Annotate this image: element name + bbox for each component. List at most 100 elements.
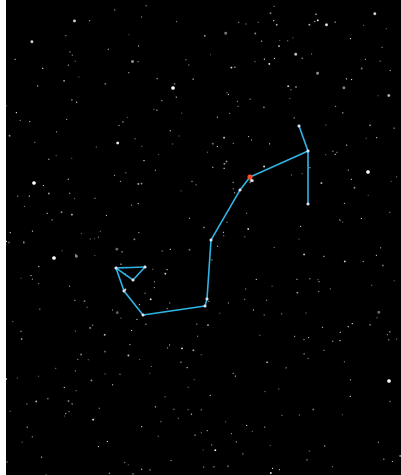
background-star [170,460,172,462]
background-star [266,361,269,364]
background-star [98,407,100,409]
background-star [296,278,298,280]
background-star [169,302,171,304]
background-star [128,34,130,36]
background-star [307,337,310,339]
background-star [75,254,78,258]
background-star [278,45,280,48]
background-star [75,390,77,392]
background-star [339,331,341,333]
constellation-line [123,290,144,316]
constellation-stars [114,124,310,317]
constellation-lines [115,125,309,316]
background-star [175,96,177,98]
background-star [363,24,365,26]
background-star [108,472,110,474]
background-star [126,116,128,118]
background-star [269,143,271,145]
background-star [164,396,166,398]
background-star [351,78,353,81]
constellation-star [306,149,310,153]
constellation-line [132,266,146,281]
background-star [336,151,338,153]
background-star [309,167,311,169]
background-star [138,45,140,47]
background-star [223,167,225,169]
background-star [28,195,30,197]
background-star [222,231,225,233]
background-star [105,214,108,217]
background-star [281,414,283,416]
background-star [225,421,227,423]
background-star [6,378,8,380]
background-star [66,118,68,121]
background-star [329,288,331,290]
background-star [37,85,39,87]
background-star [249,98,251,100]
background-star [209,54,212,56]
background-star [188,217,191,219]
background-star [281,313,283,315]
background-star [316,71,319,75]
background-star [41,456,43,458]
background-star [263,165,266,168]
background-star [23,205,25,207]
background-star [261,40,263,42]
background-star [389,331,391,333]
bright-star [52,256,56,260]
background-star [73,19,76,23]
background-star [17,195,19,197]
background-star [263,314,265,316]
background-star [74,60,76,62]
background-star [70,213,73,216]
background-star [60,211,63,214]
background-star [307,357,309,360]
background-star [376,317,378,319]
background-star [26,403,28,405]
background-star [335,105,337,107]
background-star [315,13,317,16]
background-star [99,230,101,232]
background-star [219,312,221,314]
background-star [64,415,66,417]
background-star [213,466,215,468]
background-star [128,72,130,74]
background-star [387,94,391,97]
background-star [23,242,25,244]
background-star [360,67,363,70]
background-star [67,178,69,180]
background-star [68,285,71,287]
constellation-line [206,239,212,300]
background-star [257,21,259,23]
background-star [298,414,300,416]
background-star [377,441,379,443]
background-star [300,225,302,227]
background-star [254,61,256,63]
background-star [176,21,178,23]
background-star [332,150,334,152]
constellation-star [122,289,126,293]
background-star [107,48,109,50]
background-star [113,174,116,176]
background-star [166,308,168,310]
background-star [164,272,167,275]
background-star [294,335,296,337]
background-star [138,231,140,234]
background-star [143,160,145,162]
background-star [136,318,138,321]
background-star [125,172,127,174]
background-star [294,52,298,56]
background-star [292,37,294,39]
background-star [120,263,122,265]
background-star [206,151,209,153]
background-star [15,112,17,114]
background-star [121,120,124,123]
background-star [139,358,141,361]
background-star [232,142,234,144]
background-star [234,66,236,68]
background-star [30,275,32,277]
background-star [246,424,248,427]
background-star [29,121,31,123]
background-star [65,413,67,415]
background-star [145,5,147,7]
